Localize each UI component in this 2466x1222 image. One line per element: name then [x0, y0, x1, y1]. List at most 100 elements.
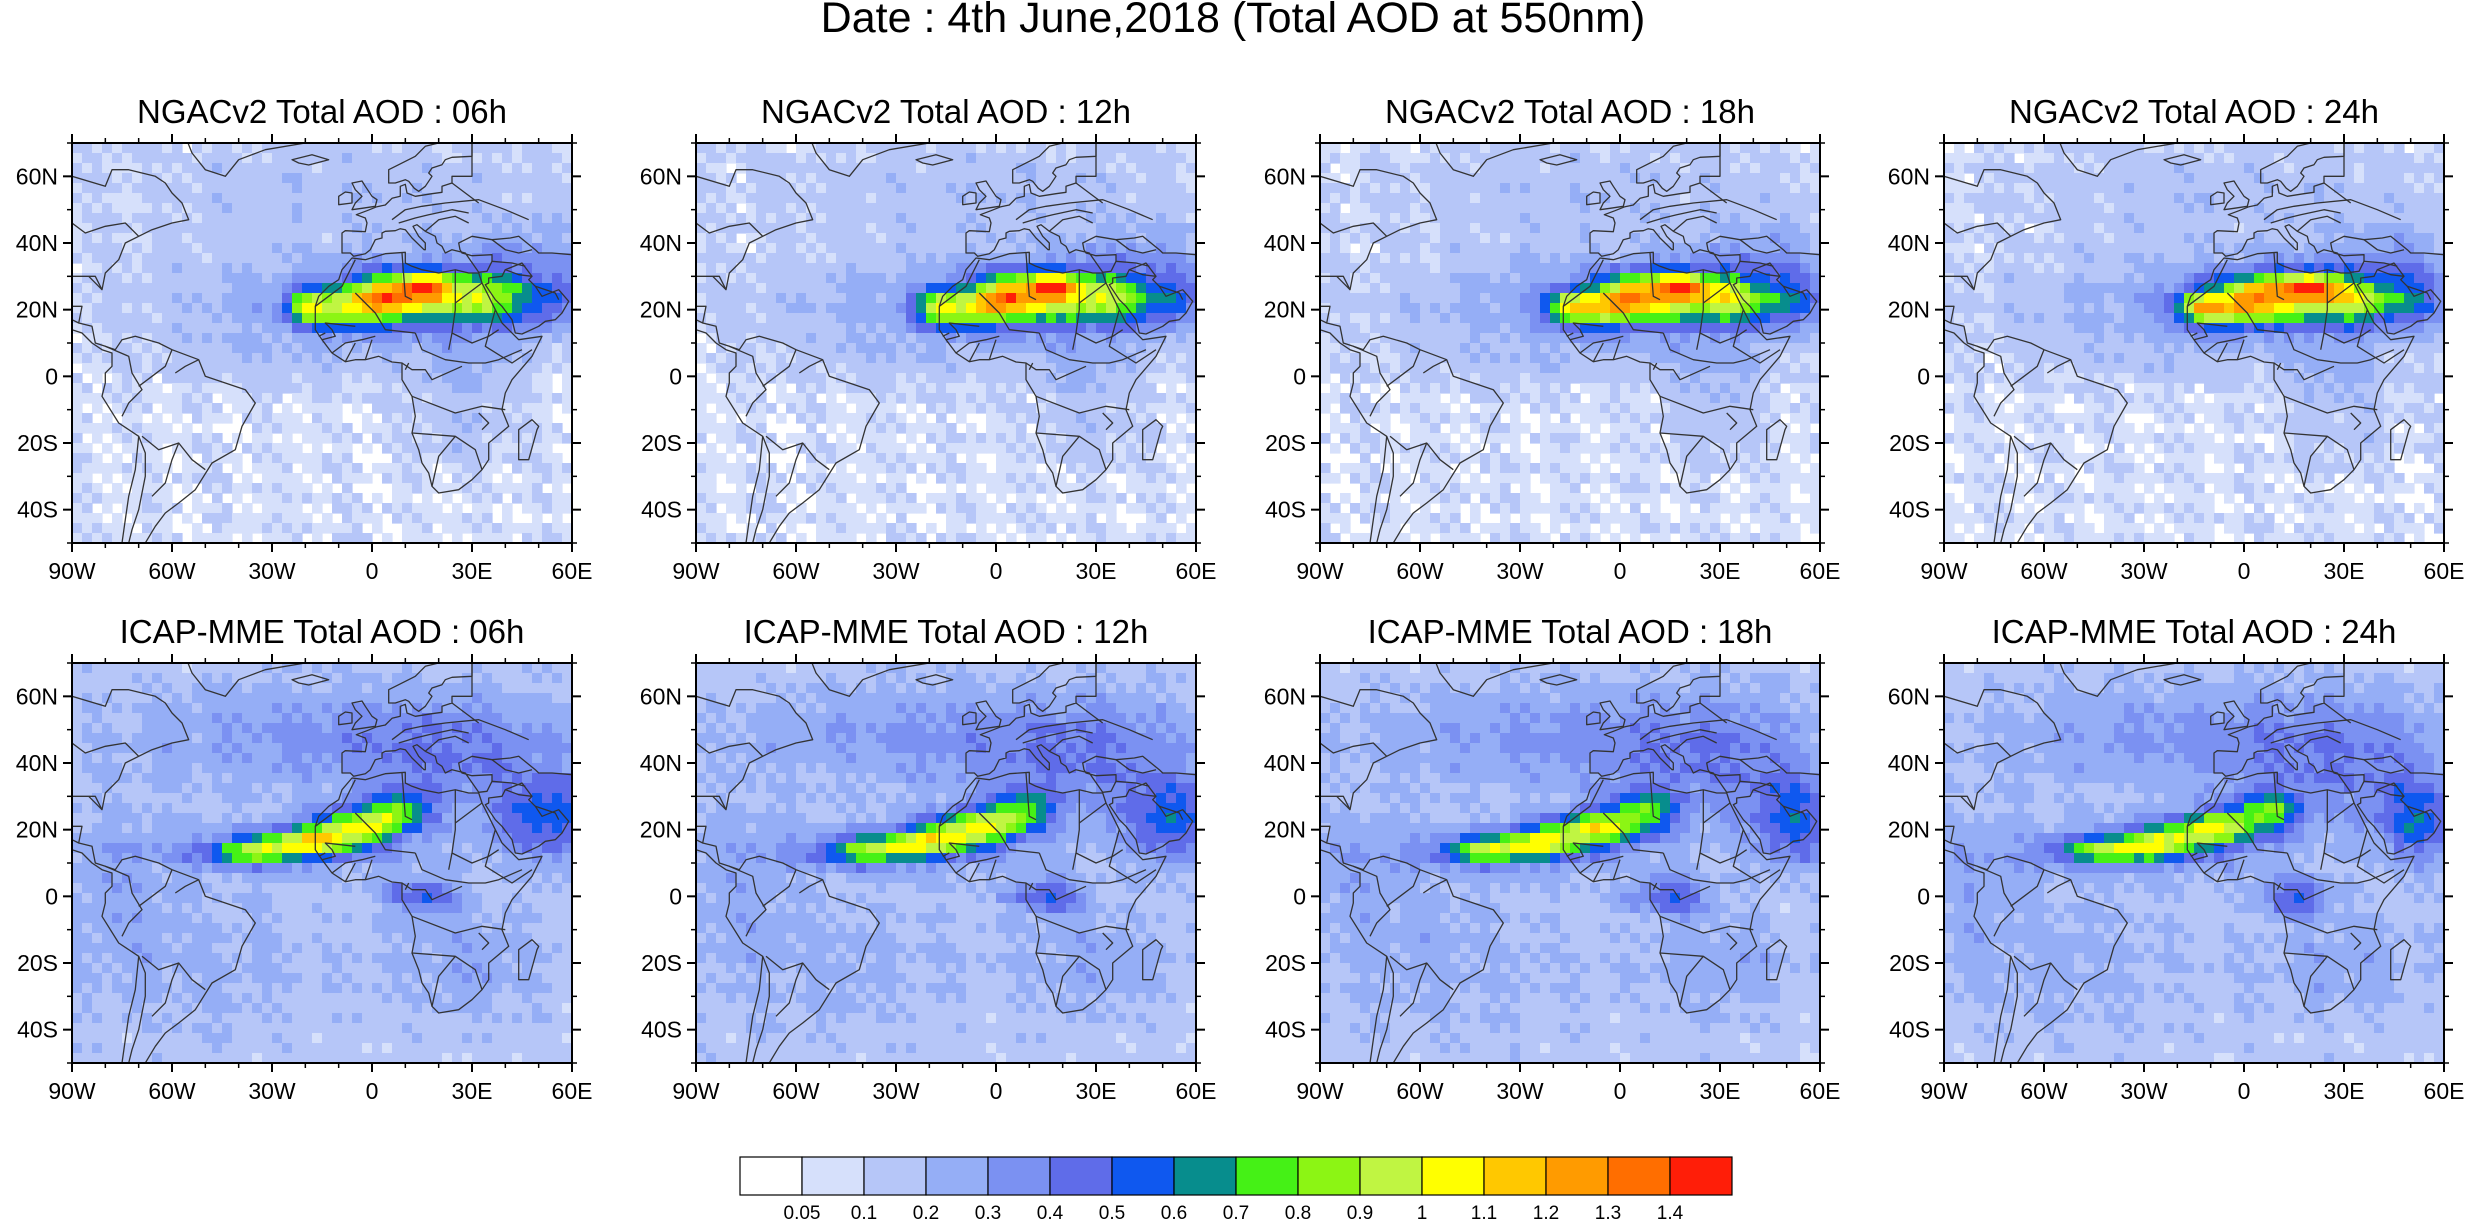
map-panel: ICAP-MME Total AOD : 12h 90W 60W 30W 0 30E 60E… [640, 613, 1217, 1104]
y-tick-label: 40S [17, 1017, 58, 1043]
x-tick-label: 60W [148, 558, 196, 584]
y-tick-label: 0 [669, 363, 682, 389]
x-tick-label: 30E [452, 1078, 493, 1104]
map-panel: ICAP-MME Total AOD : 24h 90W 60W 30W 0 30E 60E… [1888, 613, 2465, 1104]
figure-title: Date : 4th June,2018 (Total AOD at 550nm… [821, 0, 1646, 42]
y-tick-label: 20S [1265, 950, 1306, 976]
x-tick-label: 60E [1176, 558, 1217, 584]
colorbar-swatch [1421, 1156, 1485, 1196]
x-tick-label: 90W [1296, 558, 1344, 584]
x-tick-label: 60W [148, 1078, 196, 1104]
y-tick-label: 40S [1889, 1017, 1930, 1043]
y-tick-label: 60N [1264, 683, 1306, 709]
y-tick-label: 20S [17, 950, 58, 976]
y-tick-label: 60N [1888, 683, 1930, 709]
panel-title: NGACv2 Total AOD : 06h [137, 93, 507, 130]
aod-colorbar: 0.05 0.1 0.2 0.3 0.4 0.5 0.6 0.7 0.8 0.9 1 1.1 1.2 1.… [739, 1156, 1733, 1222]
x-tick-label: 30W [872, 1078, 920, 1104]
x-tick-label: 0 [2238, 1078, 2251, 1104]
x-tick-label: 30E [1076, 558, 1117, 584]
x-tick-label: 0 [366, 1078, 379, 1104]
x-tick-label: 60E [2424, 1078, 2465, 1104]
colorbar-swatch [1483, 1156, 1547, 1196]
x-tick-label: 60W [1396, 558, 1444, 584]
x-tick-label: 60E [552, 558, 593, 584]
colorbar-label: 0.7 [1223, 1203, 1249, 1222]
y-tick-label: 0 [1293, 883, 1306, 909]
aod-field [696, 143, 1196, 543]
colorbar-label: 0.2 [913, 1203, 939, 1222]
colorbar-swatch [1111, 1156, 1175, 1196]
y-tick-label: 20S [641, 430, 682, 456]
x-tick-label: 30W [248, 558, 296, 584]
y-tick-label: 40S [17, 497, 58, 523]
x-tick-label: 90W [672, 1078, 720, 1104]
colorbar-label: 0.05 [784, 1203, 821, 1222]
aod-field [1320, 143, 1820, 543]
x-tick-label: 90W [1920, 1078, 1968, 1104]
panel-title: ICAP-MME Total AOD : 24h [1992, 613, 2397, 650]
y-tick-label: 40N [1264, 750, 1306, 776]
x-tick-label: 30E [452, 558, 493, 584]
y-tick-label: 40N [640, 230, 682, 256]
colorbar-label: 0.9 [1347, 1203, 1373, 1222]
colorbar-swatch [1173, 1156, 1237, 1196]
y-tick-label: 40N [16, 230, 58, 256]
y-tick-label: 20N [16, 297, 58, 323]
colorbar-swatch [1607, 1156, 1671, 1196]
y-tick-label: 20N [1888, 297, 1930, 323]
aod-field [696, 663, 1196, 1063]
coastlines [1320, 143, 1820, 543]
y-tick-label: 40N [640, 750, 682, 776]
panel-title: ICAP-MME Total AOD : 12h [744, 613, 1149, 650]
y-tick-label: 40S [641, 1017, 682, 1043]
colorbar-label: 1.4 [1657, 1203, 1684, 1222]
colorbar-label: 0.4 [1037, 1203, 1064, 1222]
x-tick-label: 60E [1800, 558, 1841, 584]
coastlines [1944, 663, 2444, 1063]
aod-field [72, 663, 572, 1063]
y-tick-label: 20S [641, 950, 682, 976]
y-tick-label: 40N [1888, 750, 1930, 776]
y-tick-label: 60N [1888, 163, 1930, 189]
y-tick-label: 40S [1889, 497, 1930, 523]
x-tick-label: 30W [1496, 1078, 1544, 1104]
x-tick-label: 0 [2238, 558, 2251, 584]
y-tick-label: 40S [1265, 497, 1306, 523]
y-tick-label: 40S [641, 497, 682, 523]
y-tick-label: 40N [1264, 230, 1306, 256]
y-tick-label: 20N [1264, 297, 1306, 323]
map-panels: NGACv2 Total AOD : 06h 90W 60W 30W 0 30E 60E 60… [16, 93, 2465, 1104]
panel-title: NGACv2 Total AOD : 12h [761, 93, 1131, 130]
y-tick-label: 40N [1888, 230, 1930, 256]
x-tick-label: 30E [1700, 558, 1741, 584]
aod-field [72, 143, 572, 543]
colorbar-label: 0.5 [1099, 1203, 1125, 1222]
x-tick-label: 0 [366, 558, 379, 584]
x-tick-label: 30W [872, 558, 920, 584]
x-tick-label: 30W [2120, 558, 2168, 584]
y-tick-label: 0 [45, 363, 58, 389]
aod-field [1944, 663, 2444, 1063]
coastlines [72, 143, 572, 543]
x-tick-label: 30E [1076, 1078, 1117, 1104]
colorbar-swatch [801, 1156, 865, 1196]
colorbar-swatch [1235, 1156, 1299, 1196]
map-panel: ICAP-MME Total AOD : 06h 90W 60W 30W 0 30E 60E… [16, 613, 593, 1104]
colorbar-label: 1.3 [1595, 1203, 1621, 1222]
y-tick-label: 20S [17, 430, 58, 456]
map-panel: NGACv2 Total AOD : 24h 90W 60W 30W 0 30E 60E 60… [1888, 93, 2465, 584]
x-tick-label: 30W [1496, 558, 1544, 584]
colorbar-label: 1.2 [1533, 1203, 1559, 1222]
y-tick-label: 20S [1889, 950, 1930, 976]
colorbar-swatch [739, 1156, 803, 1196]
colorbar-swatch [863, 1156, 927, 1196]
colorbar-label: 0.8 [1285, 1203, 1311, 1222]
x-tick-label: 90W [1920, 558, 1968, 584]
x-tick-label: 60W [772, 1078, 820, 1104]
x-tick-label: 30W [248, 1078, 296, 1104]
x-tick-label: 90W [1296, 1078, 1344, 1104]
panel-title: NGACv2 Total AOD : 18h [1385, 93, 1755, 130]
x-tick-label: 60E [1800, 1078, 1841, 1104]
